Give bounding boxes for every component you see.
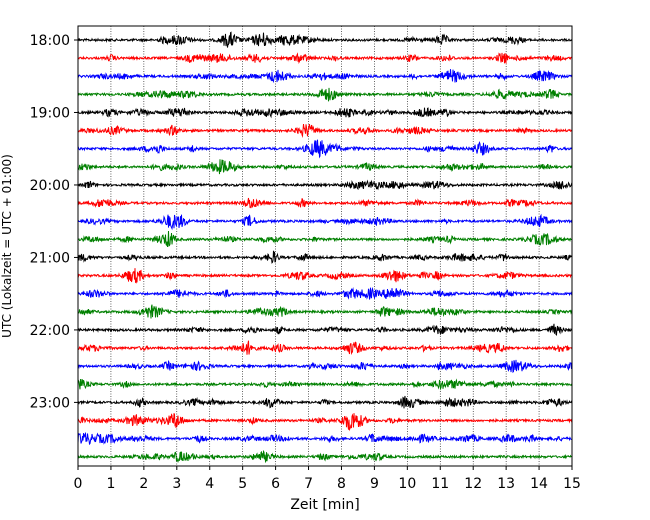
trace-line — [77, 304, 573, 319]
trace-line — [77, 197, 573, 209]
x-tick-label: 6 — [271, 476, 280, 492]
x-axis: 0 1 2 3 4 5 6 7 8 9 10 11 12 13 14 15 — [74, 466, 581, 492]
x-tick-label: 2 — [139, 476, 148, 492]
y-tick-label: 19:00 — [30, 105, 70, 121]
trace-line — [77, 286, 573, 300]
plot-frame — [77, 25, 573, 467]
trace-line — [77, 31, 573, 48]
trace-line — [77, 179, 573, 191]
trace-line — [77, 123, 573, 138]
x-tick-label: 0 — [74, 476, 83, 492]
x-tick-label: 5 — [238, 476, 247, 492]
x-tick-label: 11 — [431, 476, 449, 492]
x-tick-label: 8 — [337, 476, 346, 492]
x-tick-label: 3 — [172, 476, 181, 492]
grid-lines — [110, 26, 540, 466]
x-tick-label: 1 — [106, 476, 115, 492]
trace-line — [77, 52, 573, 65]
y-tick-label: 20:00 — [30, 178, 70, 194]
y-axis-title: UTC (Lokalzeit = UTC + 01:00) — [0, 154, 14, 338]
trace-line — [77, 359, 573, 374]
x-tick-label: 9 — [370, 476, 379, 492]
trace-line — [77, 449, 573, 464]
y-tick-label: 18:00 — [30, 33, 70, 49]
x-tick-label: 4 — [205, 476, 214, 492]
x-tick-label: 12 — [464, 476, 482, 492]
trace-line — [77, 413, 573, 432]
trace-line — [77, 340, 573, 356]
trace-lines — [77, 31, 573, 464]
trace-line — [77, 432, 573, 446]
trace-line — [77, 378, 573, 391]
trace-line — [77, 323, 573, 336]
trace-line — [77, 139, 573, 159]
trace-line — [77, 87, 573, 102]
x-tick-label: 13 — [497, 476, 515, 492]
trace-line — [77, 107, 573, 119]
trace-line — [77, 69, 573, 84]
trace-line — [77, 395, 573, 409]
trace-line — [77, 230, 573, 247]
y-tick-label: 23:00 — [30, 395, 70, 411]
x-tick-label: 7 — [304, 476, 313, 492]
x-axis-title: Zeit [min] — [290, 497, 359, 513]
y-axis: 18:00 19:00 20:00 21:00 22:00 23:00 — [30, 33, 78, 411]
trace-line — [77, 268, 573, 284]
y-tick-label: 22:00 — [30, 323, 70, 339]
y-tick-label: 21:00 — [30, 250, 70, 266]
x-tick-label: 10 — [398, 476, 416, 492]
x-tick-label: 15 — [563, 476, 581, 492]
trace-line — [78, 159, 573, 175]
x-tick-label: 14 — [530, 476, 548, 492]
trace-line — [77, 213, 573, 231]
trace-line — [77, 250, 573, 264]
